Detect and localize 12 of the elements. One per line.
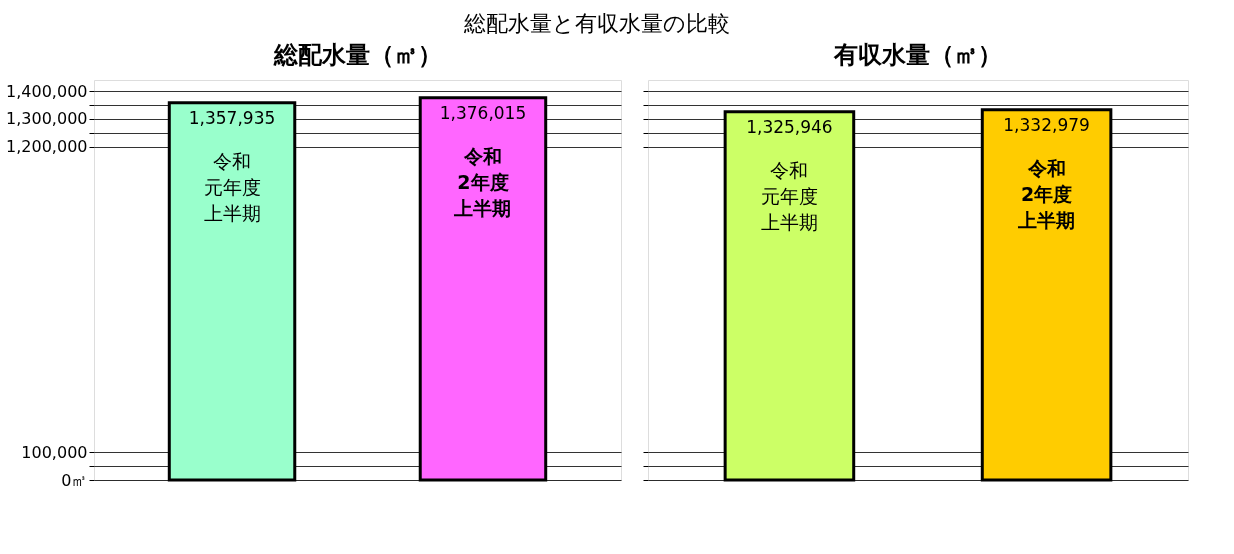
data-label: 1,357,935 <box>188 107 276 128</box>
data-label: 1,376,015 <box>439 102 527 123</box>
y-tick-label: 1,200,000 <box>6 137 88 157</box>
chart-title: 有収水量（㎥） <box>833 41 1002 69</box>
text: 総配水量と有収水量の比較 <box>462 10 730 36</box>
chart-title: 総配水量（㎥） <box>272 41 442 69</box>
y-tick-label: 0㎥ <box>61 470 88 490</box>
y-tick-label: 1,300,000 <box>6 109 88 129</box>
data-label: 1,332,979 <box>1003 114 1090 135</box>
y-tick-label: 1,400,000 <box>6 81 88 101</box>
y-tick-label: 100,000 <box>21 442 88 462</box>
data-label: 1,325,946 <box>746 116 833 137</box>
